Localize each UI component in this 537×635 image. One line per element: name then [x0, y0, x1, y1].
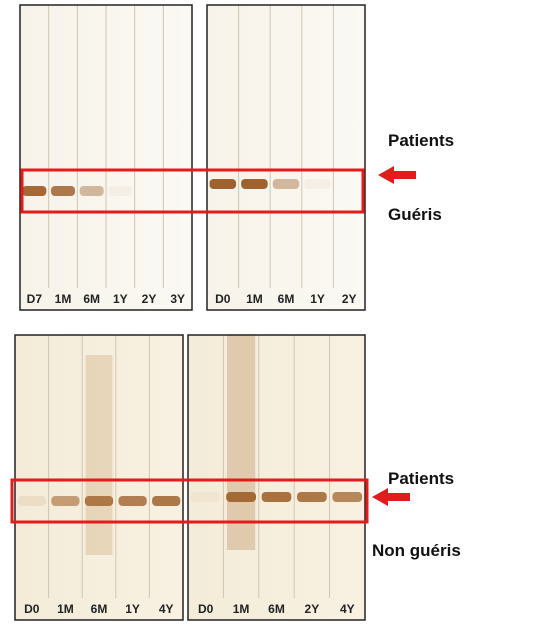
- annotation: Patients: [388, 469, 454, 488]
- band: [226, 492, 256, 502]
- annotation: Non guéris: [372, 541, 461, 560]
- panel-border: [206, 4, 366, 311]
- band: [241, 179, 268, 189]
- lane-label: D0: [198, 602, 214, 616]
- lane-label: 4Y: [340, 602, 355, 616]
- lane-label: 1Y: [310, 292, 325, 306]
- band: [22, 186, 47, 196]
- arrow: [372, 488, 410, 506]
- blot-panel: D0 1M 6M 1Y 2Y: [206, 4, 366, 311]
- lane-label: 1M: [57, 602, 74, 616]
- annotation: Patients: [388, 131, 454, 150]
- lane-label: 1M: [55, 292, 72, 306]
- lane-label: 1M: [246, 292, 263, 306]
- lane-label: 1Y: [113, 292, 128, 306]
- lane-label: 2Y: [305, 602, 320, 616]
- lane-label: 1Y: [125, 602, 140, 616]
- band: [50, 186, 76, 196]
- lane-label: D7: [27, 292, 43, 306]
- lane-label: D0: [24, 602, 40, 616]
- annotation: Guéris: [388, 205, 442, 224]
- band: [108, 186, 133, 196]
- band: [79, 186, 104, 196]
- smear: [226, 335, 256, 550]
- lane-label: 2Y: [142, 292, 157, 306]
- band: [261, 492, 292, 502]
- lane-label: 4Y: [159, 602, 174, 616]
- band: [17, 496, 46, 506]
- blot-panel: D0 1M 6M 1Y 4Y: [14, 334, 184, 621]
- panel-border: [187, 334, 366, 621]
- band: [272, 179, 300, 189]
- lane-label: 1M: [233, 602, 250, 616]
- lane-label: 6M: [268, 602, 285, 616]
- arrow: [378, 166, 416, 184]
- highlight-box: [20, 168, 365, 214]
- band: [304, 179, 331, 189]
- smear: [85, 355, 113, 555]
- band: [152, 496, 181, 506]
- band: [84, 496, 114, 506]
- panel-border: [14, 334, 184, 621]
- band: [332, 492, 363, 502]
- blot-panel: D0 1M 6M 2Y 4Y: [187, 334, 366, 621]
- lane-label: D0: [215, 292, 231, 306]
- band: [297, 492, 327, 502]
- panel-background: [188, 335, 365, 620]
- lane-label: 3Y: [170, 292, 185, 306]
- panel-background: [207, 5, 365, 310]
- blot-panel: D7 1M 6M 1Y 2Y 3Y: [19, 4, 193, 311]
- lane-label: 6M: [278, 292, 295, 306]
- band: [209, 179, 237, 189]
- highlight-box: [10, 478, 369, 524]
- band: [190, 492, 221, 502]
- panels: D7 1M 6M 1Y 2Y 3Y D0 1M 6M 1Y 2Y D0 1M 6M 1Y 4Y D0 1M 6M 2Y…: [14, 4, 366, 621]
- lane-label: 6M: [83, 292, 100, 306]
- band: [51, 496, 80, 506]
- panel-background: [15, 335, 183, 620]
- lane-label: 2Y: [342, 292, 357, 306]
- panel-border: [19, 4, 193, 311]
- lane-label: 6M: [91, 602, 108, 616]
- band: [118, 496, 147, 506]
